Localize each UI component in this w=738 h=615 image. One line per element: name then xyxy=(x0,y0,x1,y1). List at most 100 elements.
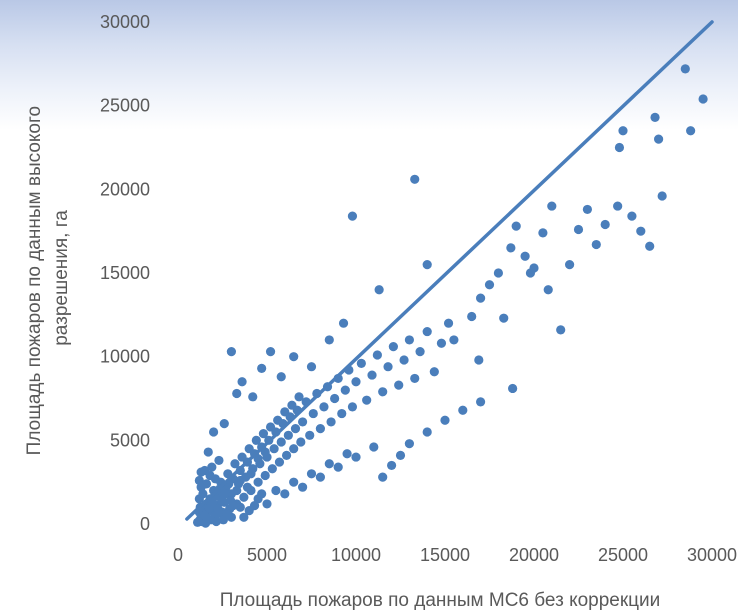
data-point xyxy=(613,201,623,211)
data-point xyxy=(362,395,372,405)
data-point xyxy=(650,112,660,122)
data-point xyxy=(232,485,242,496)
data-point xyxy=(219,419,229,429)
data-point xyxy=(237,377,247,387)
y-axis-title: Площадь пожаров по данным высокого разре… xyxy=(24,101,72,456)
y-tick-label: 30000 xyxy=(100,12,150,32)
data-point xyxy=(436,338,447,348)
data-point xyxy=(383,362,393,372)
data-point xyxy=(508,383,518,394)
data-point xyxy=(298,482,308,492)
data-point xyxy=(246,469,256,479)
data-point xyxy=(222,509,232,519)
data-point xyxy=(298,417,308,427)
data-point xyxy=(511,221,521,231)
y-tick-label: 20000 xyxy=(100,179,150,199)
data-point xyxy=(476,397,486,407)
data-point xyxy=(235,475,245,486)
data-point xyxy=(253,477,263,487)
data-point xyxy=(422,260,432,270)
data-points xyxy=(192,64,708,528)
y-tick-label: 0 xyxy=(140,514,150,534)
x-axis-title: Площадь пожаров по данным MC6 без коррек… xyxy=(220,590,661,611)
data-point xyxy=(654,134,664,144)
data-point xyxy=(260,447,270,457)
data-point xyxy=(367,370,377,380)
data-point xyxy=(372,350,382,360)
y-tick-label: 25000 xyxy=(100,96,150,116)
data-point xyxy=(306,469,317,479)
data-point xyxy=(207,462,217,472)
data-point xyxy=(242,482,253,492)
data-point xyxy=(520,251,530,261)
data-point xyxy=(645,241,655,251)
x-tick-label: 25000 xyxy=(598,545,648,565)
data-point xyxy=(262,499,272,509)
data-point xyxy=(258,429,269,439)
data-point xyxy=(319,402,329,412)
x-axis-ticks: 0 5000 10000 15000 20000 25000 30000 xyxy=(173,545,737,565)
data-point xyxy=(308,408,318,419)
data-point xyxy=(211,516,221,527)
data-point xyxy=(239,512,249,522)
data-point xyxy=(404,439,414,449)
data-point xyxy=(636,226,646,236)
data-point xyxy=(251,435,261,445)
data-point xyxy=(213,504,223,514)
y-axis-title-line-1: Площадь пожаров по данным высокого xyxy=(24,106,45,455)
data-point xyxy=(226,347,236,357)
data-point xyxy=(220,489,230,499)
data-point xyxy=(556,325,566,335)
data-point xyxy=(399,355,409,365)
data-point xyxy=(209,427,219,437)
data-point xyxy=(194,494,204,504)
data-point xyxy=(627,211,637,221)
data-point xyxy=(573,224,584,235)
data-point xyxy=(404,335,414,345)
data-point xyxy=(200,511,210,521)
y-tick-label: 10000 xyxy=(100,347,150,367)
data-point xyxy=(306,362,317,372)
data-point xyxy=(394,380,404,390)
data-point xyxy=(326,417,336,427)
data-point xyxy=(614,142,625,153)
data-point xyxy=(415,347,425,357)
data-point xyxy=(395,450,406,460)
data-point xyxy=(698,94,708,104)
data-point xyxy=(422,427,432,437)
y-axis-ticks: 0 5000 10000 15000 20000 25000 30000 xyxy=(100,12,150,534)
data-point xyxy=(340,385,350,395)
data-point xyxy=(600,219,610,230)
background-starfield xyxy=(0,0,738,130)
data-point xyxy=(538,228,548,238)
data-point xyxy=(388,342,398,352)
data-point xyxy=(493,268,503,278)
data-point xyxy=(525,268,536,278)
data-point xyxy=(289,444,299,454)
reference-line xyxy=(185,20,714,521)
data-point xyxy=(235,502,245,512)
data-point xyxy=(203,447,213,457)
data-point xyxy=(582,204,593,215)
data-point xyxy=(333,462,343,472)
data-point xyxy=(239,492,249,502)
data-point xyxy=(506,243,516,253)
data-point xyxy=(265,347,276,357)
data-point xyxy=(547,201,557,211)
data-point xyxy=(356,358,366,368)
data-point xyxy=(214,455,224,466)
data-point xyxy=(429,367,439,377)
y-tick-label: 15000 xyxy=(100,263,150,283)
data-point xyxy=(271,485,281,496)
data-point xyxy=(476,293,486,303)
data-point xyxy=(257,363,267,373)
data-point xyxy=(410,174,420,184)
data-point xyxy=(267,464,277,474)
data-point xyxy=(249,500,260,511)
data-point xyxy=(347,211,358,221)
data-point xyxy=(283,430,293,440)
data-point xyxy=(210,474,220,484)
data-point xyxy=(347,402,358,412)
data-point xyxy=(618,126,628,136)
